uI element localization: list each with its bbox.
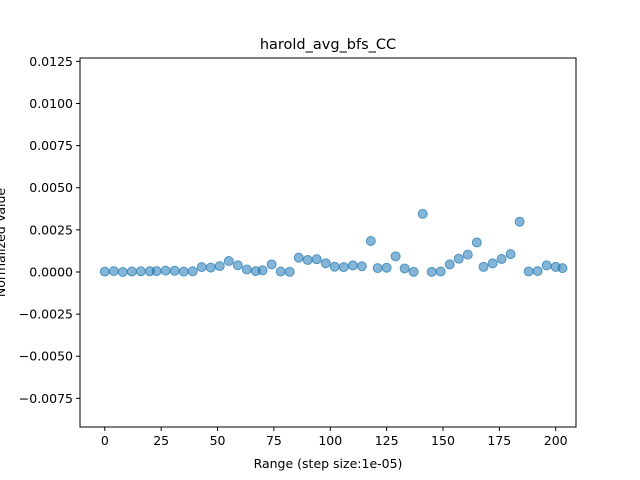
data-point xyxy=(320,258,331,269)
chart-title: harold_avg_bfs_CC xyxy=(260,37,396,53)
data-points xyxy=(99,208,568,277)
y-tick-label: −0.0050 xyxy=(19,349,73,364)
data-point xyxy=(381,262,392,273)
plot-area xyxy=(79,57,577,428)
data-point xyxy=(514,216,525,227)
y-axis-title: Normalized Value xyxy=(0,188,8,297)
data-point xyxy=(462,249,473,260)
data-point xyxy=(108,266,119,277)
data-point xyxy=(266,259,277,270)
data-point xyxy=(372,263,383,274)
data-point xyxy=(293,252,304,263)
data-point xyxy=(284,266,295,277)
x-axis: 0 25 50 75 100 125 150 175 200 xyxy=(101,427,568,448)
data-point xyxy=(329,261,340,272)
x-tick-label: 150 xyxy=(431,433,455,448)
data-point xyxy=(390,251,401,262)
data-point xyxy=(160,265,171,276)
data-point xyxy=(223,256,234,267)
data-point xyxy=(311,254,322,265)
data-point xyxy=(356,261,367,272)
x-tick-label: 125 xyxy=(375,433,399,448)
data-point xyxy=(365,235,376,246)
data-point xyxy=(435,266,446,277)
data-point xyxy=(408,266,419,277)
data-point xyxy=(417,208,428,219)
data-point xyxy=(232,260,243,271)
data-point xyxy=(241,264,252,275)
data-point xyxy=(478,261,489,272)
data-point xyxy=(99,266,110,277)
data-point xyxy=(196,262,207,273)
x-tick-label: 25 xyxy=(153,433,169,448)
y-axis: −0.0075 −0.0050 −0.0025 0.0000 0.0025 0.0050 0… xyxy=(19,54,80,406)
x-tick-label: 175 xyxy=(487,433,511,448)
y-tick-label: 0.0050 xyxy=(29,180,73,195)
y-tick-label: 0.0000 xyxy=(29,264,73,279)
data-point xyxy=(399,263,410,274)
y-tick-label: 0.0125 xyxy=(29,54,73,69)
y-tick-label: 0.0025 xyxy=(29,222,73,237)
data-point xyxy=(541,260,552,271)
data-point xyxy=(505,249,516,260)
y-tick-label: −0.0075 xyxy=(19,391,73,406)
data-point xyxy=(257,265,268,276)
data-point xyxy=(347,260,358,271)
data-point xyxy=(532,266,543,277)
data-point xyxy=(214,261,225,272)
data-point xyxy=(557,263,568,274)
data-point xyxy=(126,266,137,277)
data-point xyxy=(338,262,349,273)
data-point xyxy=(169,265,180,276)
x-tick-label: 75 xyxy=(266,433,282,448)
data-point xyxy=(453,253,464,264)
data-point xyxy=(302,255,313,266)
data-point xyxy=(275,266,286,277)
data-point xyxy=(117,266,128,277)
data-point xyxy=(426,266,437,277)
x-tick-label: 200 xyxy=(544,433,568,448)
x-tick-label: 50 xyxy=(210,433,226,448)
data-point xyxy=(205,262,216,273)
data-point xyxy=(135,266,146,277)
x-tick-label: 0 xyxy=(101,433,109,448)
data-point xyxy=(471,237,482,248)
x-axis-title: Range (step size:1e-05) xyxy=(254,456,403,471)
data-point xyxy=(178,266,189,277)
y-tick-label: −0.0025 xyxy=(19,307,73,322)
data-point xyxy=(151,266,162,277)
data-point xyxy=(496,254,507,265)
data-point xyxy=(523,266,534,277)
x-tick-label: 100 xyxy=(318,433,342,448)
data-point xyxy=(487,258,498,269)
y-tick-label: 0.0100 xyxy=(29,96,73,111)
y-tick-label: 0.0075 xyxy=(29,138,73,153)
data-point xyxy=(444,259,455,270)
data-point xyxy=(187,266,198,277)
